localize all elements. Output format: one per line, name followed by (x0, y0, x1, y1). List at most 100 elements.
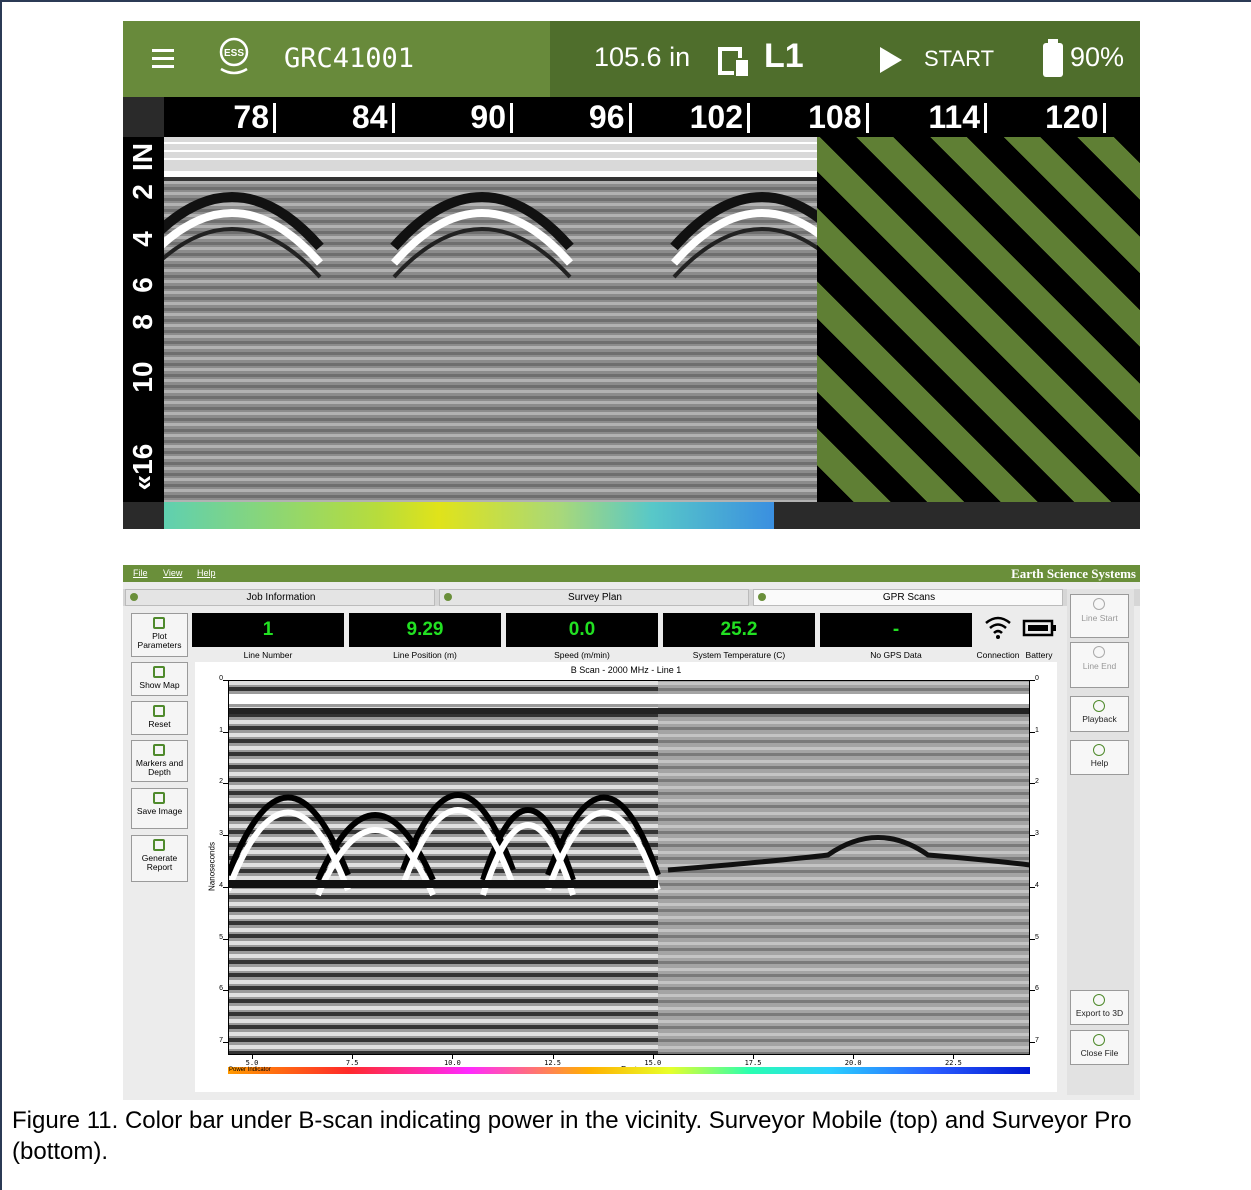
ruler-label: 78 (233, 99, 269, 135)
ruler-label: 120 (1045, 99, 1099, 135)
plot-frame (228, 680, 1030, 1055)
ruler-tick (273, 103, 276, 133)
hazard-zone (817, 137, 1140, 502)
readout-value: 0.0 (568, 619, 596, 640)
y-tick (223, 783, 228, 785)
control-label: Playback (1082, 714, 1117, 724)
power-color-bar (164, 502, 774, 529)
tool-icon (153, 744, 165, 756)
y-tick (223, 1041, 228, 1043)
y-tick-label: 5 (1035, 933, 1039, 941)
control-icon (1093, 994, 1105, 1006)
y-tick-label: 4 (1035, 881, 1039, 889)
control-button[interactable]: Playback (1070, 696, 1129, 732)
y-tick-label: 7 (219, 1036, 223, 1044)
control-label: Export to 3D (1075, 1008, 1124, 1018)
ruler-label: 114 (928, 99, 980, 135)
x-tick-label: 10.0 (443, 1059, 461, 1067)
tab-label: Job Information (246, 592, 316, 603)
tool-button[interactable]: Plot Parameters (131, 613, 188, 657)
y-tick (223, 990, 228, 992)
x-tick (853, 1055, 855, 1059)
y-tick-label: 4 (219, 881, 223, 889)
tab-label: GPR Scans (882, 592, 936, 603)
status-label: Battery (1025, 650, 1053, 660)
menu-item[interactable]: File (133, 568, 148, 578)
ruler-tick (391, 103, 395, 133)
control-button[interactable]: Export to 3D (1070, 990, 1129, 1025)
readout-box (820, 613, 972, 647)
tab[interactable]: Job Information (125, 589, 435, 606)
tool-label: Markers and Depth (135, 758, 184, 777)
readout-label: No GPS Data (870, 650, 922, 660)
control-label: Line End (1082, 661, 1117, 671)
tool-button[interactable]: Reset (131, 701, 188, 735)
tab[interactable]: Survey Plan (439, 589, 749, 606)
tool-label: Show Map (139, 680, 180, 690)
pro-screenshot: File View Help Earth Science Systems Job I… (123, 565, 1140, 1100)
tab-icon (130, 593, 138, 601)
control-icon (1093, 744, 1105, 756)
ruler-tick (510, 103, 513, 133)
y-tick (1030, 731, 1035, 733)
status-label: Connection (976, 650, 1020, 660)
readout-value: 25.2 (720, 619, 758, 640)
y-tick-label: 6 (219, 985, 223, 993)
power-indicator (228, 1067, 1030, 1074)
x-tick-label: 12.5 (544, 1059, 562, 1067)
caption: Figure 11. Color bar under B-scan indica… (12, 1107, 1132, 1165)
x-tick-label: 15.0 (644, 1059, 662, 1067)
menu-item[interactable]: Help (197, 568, 216, 578)
battery-level: 90% (1070, 42, 1125, 72)
ruler-label: 84 (351, 99, 388, 135)
readout-label: Line Number (243, 650, 293, 660)
ruler-tick (984, 103, 987, 133)
header-icons: ESS (152, 37, 1063, 78)
y-axis-label: Nanoseconds (207, 842, 217, 891)
y-tick (223, 731, 228, 733)
ruler-label: 96 (588, 99, 625, 135)
mobile-radargram (164, 137, 817, 502)
ruler-tick (628, 103, 632, 133)
readout-value: - (892, 619, 900, 640)
tool-button[interactable]: Show Map (131, 662, 188, 696)
tool-label: Save Image (136, 806, 183, 816)
y-tick-label: 1 (1035, 726, 1039, 734)
tab[interactable]: GPR Scans (753, 589, 1063, 606)
control-icon (1093, 700, 1105, 712)
ruler-label: 90 (470, 99, 506, 135)
y-tick (223, 938, 228, 940)
menu-item[interactable]: View (163, 568, 183, 578)
tool-label: Generate Report (141, 853, 178, 872)
tool-icon (153, 839, 165, 851)
readout-box (349, 613, 501, 647)
y-tick-label: 1 (219, 726, 223, 734)
y-tick-label: 0 (219, 675, 223, 682)
tab-icon (758, 593, 766, 601)
y-tick-label: 5 (219, 933, 223, 941)
y-tick (1030, 680, 1035, 681)
control-icon (1093, 598, 1105, 610)
y-tick (1030, 835, 1035, 837)
x-tick (252, 1055, 253, 1059)
control-label: Line Start (1081, 613, 1118, 623)
tool-label: Plot Parameters (137, 631, 182, 650)
y-tick-label: 6 (1035, 985, 1039, 993)
control-button[interactable]: Close File (1070, 1030, 1129, 1065)
readout-label: Line Position (m) (393, 650, 457, 660)
x-tick (753, 1055, 754, 1059)
tool-button[interactable]: Save Image (131, 788, 188, 829)
tool-button[interactable]: Generate Report (131, 835, 188, 882)
ruler-label: 102 (689, 99, 743, 135)
readout-label: System Temperature (C) (692, 650, 786, 660)
x-tick-label: 5.0 (245, 1059, 259, 1067)
start-button[interactable]: START (924, 46, 995, 71)
control-button[interactable]: Help (1070, 740, 1129, 775)
mobile-header-left (123, 21, 550, 97)
x-tick-label: 17.5 (744, 1059, 762, 1067)
x-tick (452, 1055, 454, 1059)
x-tick (352, 1055, 354, 1059)
tool-label: Reset (148, 719, 171, 729)
tool-button[interactable]: Markers and Depth (131, 740, 188, 782)
